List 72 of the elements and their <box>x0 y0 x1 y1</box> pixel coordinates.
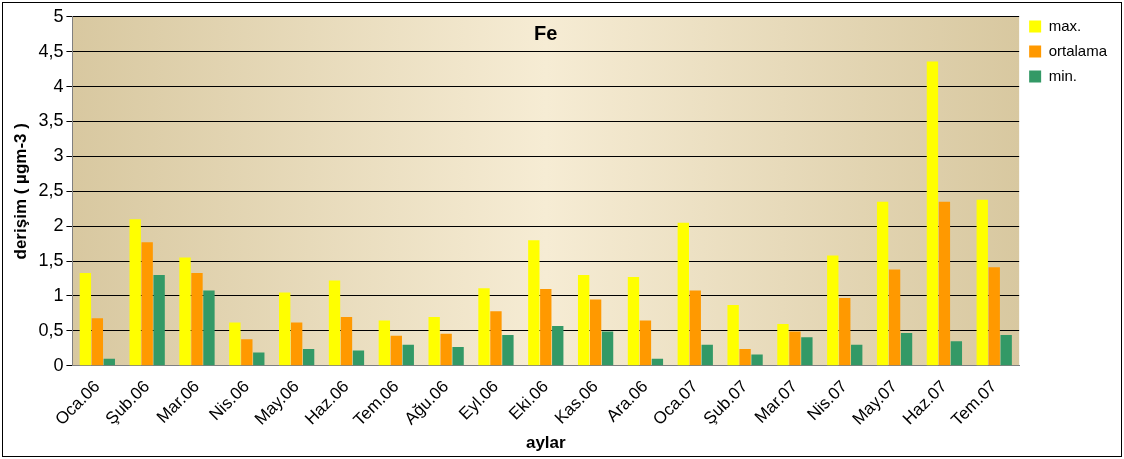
bar <box>827 255 839 366</box>
bar <box>302 349 315 366</box>
bar <box>141 242 153 366</box>
bar <box>203 290 215 366</box>
bar <box>378 320 391 366</box>
x-axis-title: aylar <box>525 433 567 453</box>
bar <box>689 290 701 366</box>
bar <box>839 298 851 366</box>
bar <box>241 339 253 366</box>
bar <box>900 332 913 366</box>
y-tick-label: 2,5 <box>38 180 64 201</box>
bar <box>540 288 552 366</box>
bar <box>179 257 191 366</box>
bar <box>79 272 92 366</box>
bar <box>229 322 241 366</box>
bar <box>478 288 490 366</box>
bar <box>739 349 751 366</box>
bar <box>851 344 863 366</box>
bar <box>129 219 141 366</box>
chart-title: Fe <box>534 22 558 45</box>
bar <box>976 199 988 366</box>
y-tick-label: 1 <box>53 284 64 305</box>
bar <box>677 222 689 366</box>
y-tick-label: 2 <box>53 215 64 236</box>
bar <box>328 280 341 366</box>
y-axis-title: derişim ( µgm-3 ) <box>10 123 30 260</box>
bar <box>91 318 104 366</box>
bar <box>701 344 713 366</box>
bar <box>777 323 789 366</box>
y-tick-label: 0 <box>53 354 64 375</box>
y-tick-label: 3,5 <box>38 110 64 131</box>
bar <box>938 201 951 366</box>
bar <box>876 201 889 366</box>
bar <box>950 341 963 366</box>
bar <box>253 352 265 366</box>
bar <box>340 316 353 366</box>
bar <box>601 331 614 366</box>
bar <box>926 61 939 366</box>
bar <box>402 344 414 366</box>
bar <box>290 322 303 366</box>
bar <box>552 325 564 366</box>
legend-label: ortalama <box>1048 41 1108 59</box>
legend-label: min. <box>1048 66 1077 84</box>
bar <box>428 316 440 366</box>
y-tick-label: 4 <box>53 75 64 96</box>
bar <box>589 299 602 366</box>
bar <box>390 335 402 366</box>
bar <box>988 267 1000 366</box>
bar <box>191 272 203 366</box>
bar <box>577 275 590 366</box>
bar <box>727 305 739 366</box>
bar <box>789 331 801 366</box>
bar <box>502 335 514 366</box>
bar <box>279 292 291 366</box>
bar <box>490 311 502 366</box>
y-tick-label: 5 <box>53 5 64 26</box>
y-tick-label: 1,5 <box>38 250 64 271</box>
bar <box>440 333 452 366</box>
bar <box>528 240 540 366</box>
bar <box>627 277 640 366</box>
bar <box>153 275 165 366</box>
bar <box>888 269 901 366</box>
bar <box>639 320 652 366</box>
y-tick-label: 4,5 <box>38 40 64 61</box>
bar <box>751 354 763 366</box>
y-tick-label: 0,5 <box>38 319 64 340</box>
y-tick-label: 3 <box>53 145 64 166</box>
bar <box>452 346 464 366</box>
legend-label: max. <box>1048 16 1082 34</box>
bar <box>352 350 365 366</box>
bar <box>801 337 813 366</box>
bar <box>1000 335 1012 366</box>
